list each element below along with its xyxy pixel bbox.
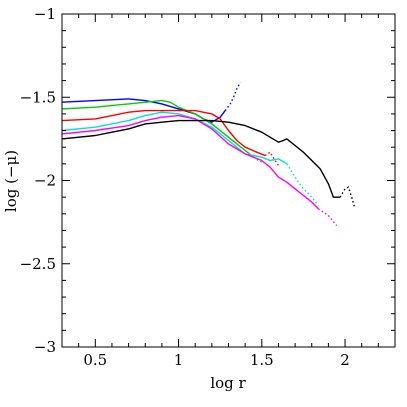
series-line-6 — [61, 119, 341, 198]
y-tick-label: −1 — [34, 5, 56, 23]
series-extrapolation-6 — [339, 186, 356, 209]
series-line-5 — [61, 114, 319, 210]
axis-ticks — [61, 13, 396, 348]
y-tick-label: −3 — [34, 338, 56, 356]
series-extrapolation-4 — [286, 163, 319, 206]
series-extrapolation-2 — [253, 156, 263, 163]
y-tick-label: −2 — [34, 172, 56, 190]
axis-tick-labels: 0.5 1 1.5 2 −3 −2.5 −2 −1.5 −1 — [20, 5, 350, 369]
y-axis-label: log (−μ) — [2, 150, 20, 212]
series-extrapolation-5 — [318, 208, 338, 226]
plot-frame — [61, 13, 396, 348]
plot-lines — [61, 81, 356, 226]
series-line-2 — [61, 99, 254, 158]
x-tick-label: 2 — [340, 351, 350, 369]
series-line-3 — [61, 109, 266, 157]
x-tick-label: 1 — [174, 351, 184, 369]
x-axis-label: log r — [210, 374, 246, 392]
x-tick-label: 1.5 — [250, 351, 274, 369]
y-tick-label: −2.5 — [20, 255, 56, 273]
y-tick-label: −1.5 — [20, 88, 56, 106]
series-line-4 — [61, 111, 288, 165]
x-tick-label: 0.5 — [83, 351, 107, 369]
